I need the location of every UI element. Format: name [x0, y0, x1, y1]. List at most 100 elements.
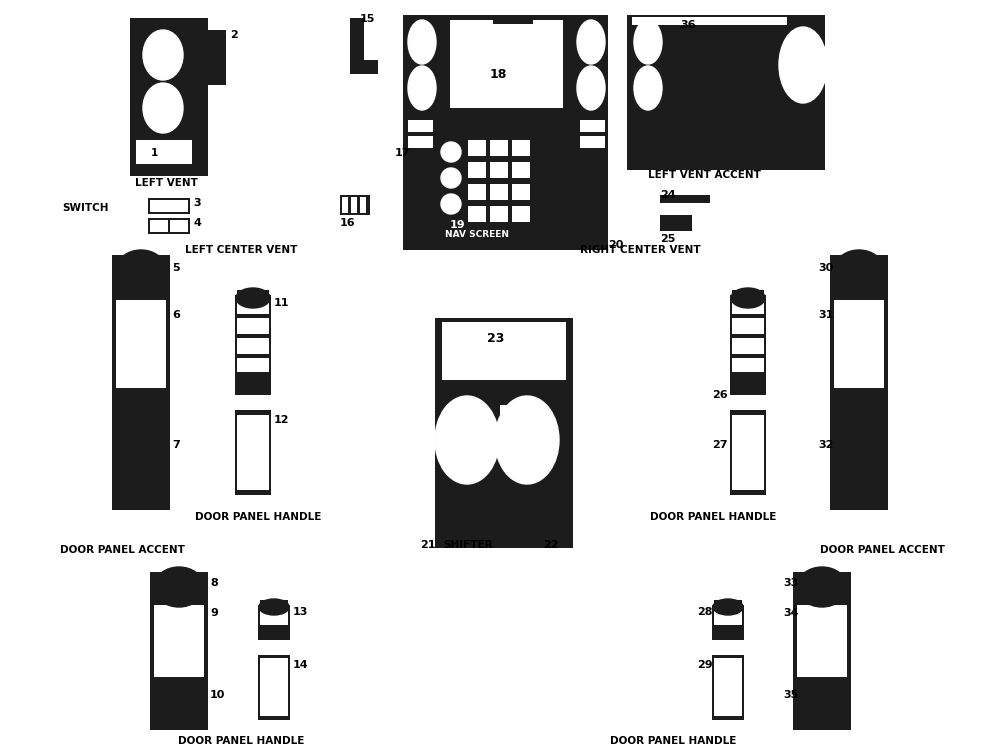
Bar [732, 290, 764, 300]
Bar [490, 206, 508, 222]
Bar [208, 30, 226, 85]
Bar [237, 290, 269, 300]
Text: DOOR PANEL HANDLE: DOOR PANEL HANDLE [195, 512, 321, 522]
Text: 34: 34 [783, 608, 798, 618]
Bar [237, 298, 269, 314]
Bar [732, 298, 764, 314]
Text: 21: 21 [420, 540, 436, 550]
Bar [403, 15, 435, 250]
Text: 10: 10 [210, 690, 225, 700]
Text: RIGHT CENTER VENT: RIGHT CENTER VENT [580, 245, 701, 255]
Ellipse shape [236, 288, 270, 308]
Bar [340, 195, 370, 215]
Text: 15: 15 [360, 14, 375, 24]
Bar [258, 605, 290, 640]
Text: DOOR PANEL HANDLE: DOOR PANEL HANDLE [650, 512, 776, 522]
Bar [493, 18, 533, 24]
Text: 13: 13 [293, 607, 308, 617]
Bar [834, 300, 884, 388]
Bar [580, 136, 605, 148]
Bar [512, 206, 530, 222]
Text: 4: 4 [193, 218, 201, 228]
Ellipse shape [713, 599, 743, 615]
Bar [403, 15, 608, 250]
Bar [450, 20, 563, 108]
Ellipse shape [441, 168, 461, 188]
Bar [136, 140, 192, 164]
Bar [435, 15, 575, 130]
Text: DOOR PANEL HANDLE: DOOR PANEL HANDLE [178, 736, 304, 746]
Text: 25: 25 [660, 234, 675, 244]
Text: 23: 23 [487, 332, 504, 345]
Bar [512, 162, 530, 178]
Bar [712, 655, 744, 720]
Bar [575, 15, 608, 250]
Text: 14: 14 [293, 660, 309, 670]
Bar [237, 338, 269, 354]
Ellipse shape [834, 250, 884, 290]
Bar [130, 18, 208, 176]
Text: 9: 9 [210, 608, 218, 618]
Bar [732, 358, 764, 372]
Text: DOOR PANEL HANDLE: DOOR PANEL HANDLE [610, 736, 736, 746]
Ellipse shape [259, 599, 289, 615]
Bar [468, 140, 486, 156]
Text: 27: 27 [712, 440, 728, 450]
Bar [260, 658, 288, 716]
Bar [632, 17, 787, 25]
Ellipse shape [577, 20, 605, 64]
Bar [500, 405, 510, 445]
Bar [660, 195, 710, 203]
Ellipse shape [408, 66, 436, 110]
Ellipse shape [143, 83, 183, 133]
Text: 12: 12 [274, 415, 290, 425]
Text: 8: 8 [210, 578, 218, 588]
Text: 26: 26 [712, 390, 728, 400]
Bar [468, 162, 486, 178]
Ellipse shape [577, 66, 605, 110]
Bar [732, 338, 764, 354]
Bar [660, 215, 692, 231]
Bar [793, 572, 851, 730]
Bar [360, 197, 366, 213]
Bar [148, 218, 190, 234]
Text: 7: 7 [172, 440, 180, 450]
Bar [150, 200, 188, 212]
Ellipse shape [435, 396, 499, 484]
Ellipse shape [495, 396, 559, 484]
Text: LEFT CENTER VENT: LEFT CENTER VENT [185, 245, 297, 255]
Text: LEFT VENT ACCENT: LEFT VENT ACCENT [648, 170, 761, 180]
Text: 17: 17 [395, 148, 411, 158]
Bar [208, 30, 226, 85]
Text: 29: 29 [697, 660, 713, 670]
Bar [435, 318, 573, 548]
Bar [468, 184, 486, 200]
Bar [235, 410, 271, 495]
Text: 1: 1 [151, 148, 158, 158]
Text: 31: 31 [818, 310, 833, 320]
Ellipse shape [143, 30, 183, 80]
Bar [350, 18, 364, 73]
Bar [148, 198, 190, 214]
Text: 35: 35 [783, 690, 798, 700]
Bar [730, 410, 766, 495]
Ellipse shape [634, 66, 662, 110]
Bar [170, 220, 188, 232]
Text: 36: 36 [680, 20, 696, 30]
Text: 30: 30 [818, 263, 833, 273]
Text: 28: 28 [697, 607, 712, 617]
Bar [714, 600, 742, 608]
Text: 32: 32 [818, 440, 833, 450]
Text: DOOR PANEL ACCENT: DOOR PANEL ACCENT [60, 545, 185, 555]
Bar [260, 607, 288, 625]
Text: 16: 16 [340, 218, 356, 228]
Bar [237, 415, 269, 490]
Bar [490, 162, 508, 178]
Bar [442, 322, 566, 380]
Ellipse shape [408, 20, 436, 64]
Bar [235, 295, 271, 395]
Bar [627, 15, 825, 170]
Bar [730, 295, 766, 395]
Bar [408, 120, 433, 132]
Bar [237, 358, 269, 372]
